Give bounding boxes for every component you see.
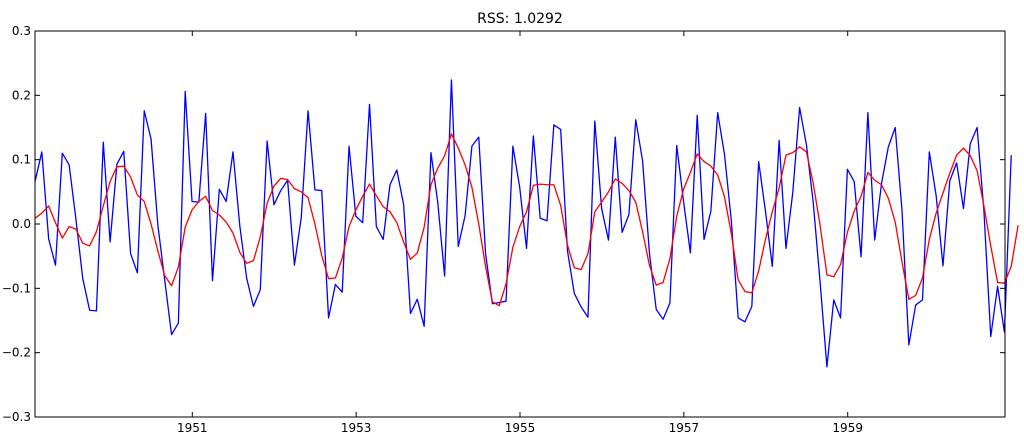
series-line-red	[34, 133, 1019, 307]
x-axis: 1951 1953 1955 1957 1959	[177, 31, 863, 435]
y-tick-label: −0.3	[2, 410, 31, 424]
series-lines	[34, 79, 1019, 368]
x-tick-label: 1953	[341, 421, 372, 435]
chart-title: RSS: 1.0292	[477, 11, 563, 27]
y-tick-label: 0.0	[12, 217, 31, 231]
series-line-blue	[34, 79, 1012, 368]
x-tick-label: 1955	[505, 421, 536, 435]
y-tick-label: 0.3	[12, 24, 31, 38]
x-tick-label: 1957	[669, 421, 700, 435]
plot-frame	[34, 30, 1006, 418]
x-tick-label: 1959	[832, 421, 863, 435]
y-axis: 0.3 0.2 0.1 0.0 −0.1 −0.2 −0.3	[2, 24, 1005, 424]
y-tick-label: 0.1	[12, 153, 31, 167]
x-tick-label: 1951	[177, 421, 208, 435]
y-tick-label: −0.2	[2, 346, 31, 360]
y-tick-label: −0.1	[2, 281, 31, 295]
y-tick-label: 0.2	[12, 88, 31, 102]
